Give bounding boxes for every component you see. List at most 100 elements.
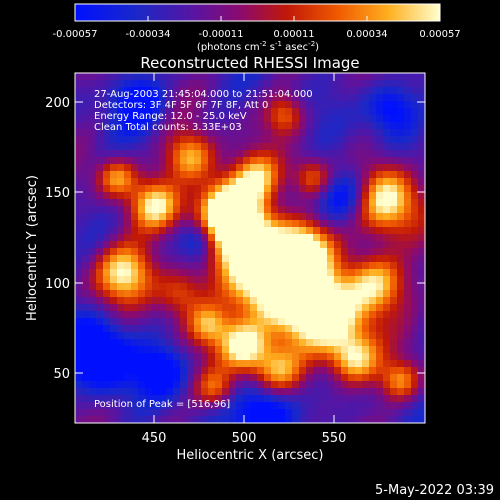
image-pixel — [292, 227, 300, 235]
image-pixel — [131, 360, 139, 368]
image-pixel — [327, 346, 335, 354]
image-pixel — [96, 311, 104, 319]
image-pixel — [362, 346, 370, 354]
image-pixel — [376, 248, 384, 256]
image-pixel — [145, 178, 153, 186]
image-pixel — [208, 227, 216, 235]
image-pixel — [166, 276, 174, 284]
image-pixel — [82, 157, 90, 165]
image-pixel — [110, 325, 118, 333]
image-pixel — [418, 255, 425, 263]
image-pixel — [306, 283, 314, 291]
image-pixel — [187, 339, 195, 347]
image-pixel — [180, 283, 188, 291]
image-pixel — [418, 206, 425, 214]
image-pixel — [362, 115, 370, 123]
image-pixel — [138, 143, 146, 151]
image-pixel — [292, 80, 300, 88]
image-pixel — [369, 178, 377, 186]
image-pixel — [404, 255, 412, 263]
image-pixel — [236, 346, 244, 354]
image-pixel — [145, 395, 153, 403]
image-pixel — [124, 73, 132, 81]
image-pixel — [299, 80, 307, 88]
image-pixel — [383, 374, 391, 382]
image-pixel — [355, 304, 363, 312]
image-pixel — [292, 122, 300, 130]
image-pixel — [250, 122, 258, 130]
image-pixel — [376, 381, 384, 389]
image-pixel — [229, 94, 237, 102]
image-pixel — [243, 297, 251, 305]
image-pixel — [173, 395, 181, 403]
image-pixel — [208, 248, 216, 256]
image-pixel — [89, 73, 97, 81]
image-pixel — [138, 220, 146, 228]
image-pixel — [362, 122, 370, 130]
image-pixel — [152, 297, 160, 305]
image-pixel — [173, 227, 181, 235]
image-pixel — [222, 248, 230, 256]
image-pixel — [250, 304, 258, 312]
image-pixel — [390, 374, 398, 382]
image-pixel — [110, 409, 118, 417]
image-pixel — [348, 157, 356, 165]
image-pixel — [103, 220, 111, 228]
image-pixel — [131, 227, 139, 235]
image-pixel — [250, 192, 258, 200]
image-pixel — [257, 360, 265, 368]
image-pixel — [369, 367, 377, 375]
y-tick-label: 50 — [53, 367, 70, 382]
image-pixel — [243, 115, 251, 123]
image-pixel — [229, 388, 237, 396]
image-pixel — [229, 234, 237, 242]
image-pixel — [362, 360, 370, 368]
image-pixel — [369, 402, 377, 410]
image-pixel — [250, 283, 258, 291]
image-pixel — [215, 388, 223, 396]
image-pixel — [236, 318, 244, 326]
image-pixel — [306, 157, 314, 165]
image-pixel — [117, 108, 125, 116]
image-pixel — [180, 164, 188, 172]
image-pixel — [152, 136, 160, 144]
image-pixel — [327, 290, 335, 298]
image-pixel — [397, 157, 405, 165]
image-pixel — [355, 276, 363, 284]
image-pixel — [327, 178, 335, 186]
image-pixel — [166, 416, 174, 423]
image-pixel — [110, 108, 118, 116]
image-pixel — [278, 164, 286, 172]
image-pixel — [159, 143, 167, 151]
image-pixel — [152, 381, 160, 389]
image-pixel — [397, 199, 405, 207]
image-pixel — [215, 416, 223, 423]
image-pixel — [376, 87, 384, 95]
image-pixel — [103, 388, 111, 396]
image-pixel — [285, 213, 293, 221]
image-pixel — [75, 346, 83, 354]
image-pixel — [110, 115, 118, 123]
image-pixel — [285, 136, 293, 144]
image-pixel — [103, 262, 111, 270]
image-pixel — [145, 332, 153, 340]
image-pixel — [285, 80, 293, 88]
image-pixel — [243, 227, 251, 235]
image-pixel — [271, 73, 279, 81]
image-pixel — [355, 325, 363, 333]
image-pixel — [362, 297, 370, 305]
image-pixel — [320, 199, 328, 207]
image-pixel — [376, 262, 384, 270]
image-pixel — [341, 395, 349, 403]
image-pixel — [194, 304, 202, 312]
image-pixel — [117, 367, 125, 375]
image-pixel — [285, 115, 293, 123]
image-pixel — [397, 332, 405, 340]
image-pixel — [173, 409, 181, 417]
image-pixel — [194, 73, 202, 81]
image-pixel — [236, 248, 244, 256]
image-pixel — [243, 108, 251, 116]
image-pixel — [404, 192, 412, 200]
image-pixel — [152, 248, 160, 256]
image-pixel — [96, 206, 104, 214]
